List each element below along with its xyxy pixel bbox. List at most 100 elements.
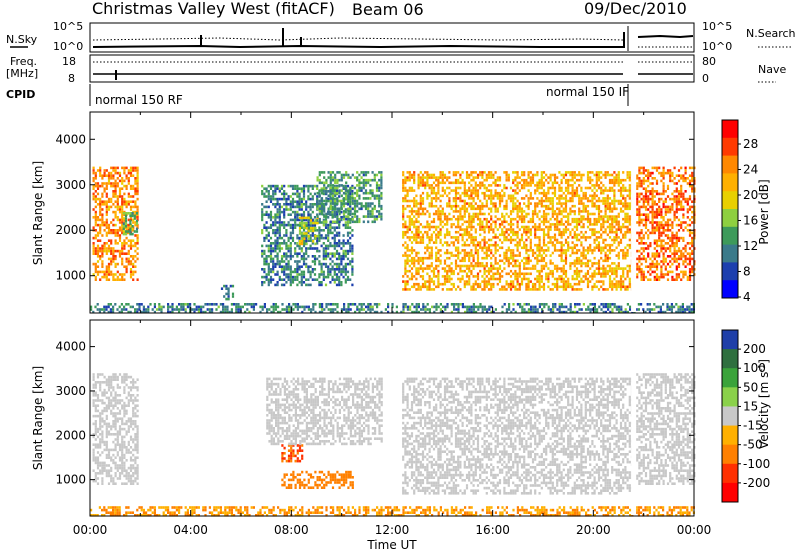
data-cell <box>457 181 460 185</box>
data-cell <box>373 194 376 198</box>
data-cell <box>101 247 104 250</box>
data-cell <box>127 182 130 185</box>
data-cell <box>564 228 568 231</box>
data-cell <box>644 205 648 209</box>
data-cell <box>516 243 519 247</box>
data-cell <box>617 178 620 182</box>
data-cell <box>505 288 508 291</box>
data-cell <box>474 181 477 185</box>
data-cell <box>303 216 306 220</box>
data-cell <box>611 269 614 273</box>
data-cell <box>589 181 592 185</box>
data-cell <box>402 280 405 283</box>
data-cell <box>342 234 345 237</box>
data-cell <box>490 191 493 195</box>
data-cell <box>523 202 526 205</box>
data-cell <box>606 233 609 237</box>
data-cell <box>556 264 559 268</box>
data-cell <box>514 272 517 276</box>
data-cell <box>575 220 579 224</box>
data-cell <box>540 275 543 278</box>
data-cell <box>305 283 308 287</box>
data-cell <box>615 207 618 211</box>
data-cell <box>671 221 674 224</box>
data-cell <box>549 186 552 190</box>
data-cell <box>322 275 325 279</box>
data-cell <box>103 275 106 279</box>
data-cell <box>267 231 270 235</box>
data-cell <box>567 212 570 216</box>
data-cell <box>647 270 650 274</box>
data-cell <box>428 212 431 216</box>
data-cell <box>608 215 612 218</box>
data-cell <box>562 272 565 276</box>
data-cell <box>426 272 429 276</box>
data-cell <box>514 184 517 187</box>
data-cell <box>124 212 128 215</box>
data-cell <box>450 288 453 291</box>
data-cell <box>624 285 627 289</box>
data-cell <box>301 242 304 246</box>
data-cell <box>318 281 321 284</box>
data-cell <box>606 288 609 291</box>
data-cell <box>509 199 513 203</box>
data-cell <box>443 275 447 278</box>
data-cell <box>575 194 579 198</box>
data-cell <box>404 280 407 283</box>
data-cell <box>323 220 326 224</box>
data-cell <box>636 192 639 196</box>
data-cell <box>534 230 537 234</box>
data-cell <box>296 273 299 276</box>
data-cell <box>658 244 661 248</box>
data-cell <box>558 228 561 231</box>
data-cell <box>375 215 379 218</box>
data-cell <box>121 203 124 206</box>
data-cell <box>529 176 532 179</box>
data-cell <box>452 204 455 208</box>
data-cell <box>313 255 317 258</box>
data-cell <box>441 212 444 216</box>
data-cell <box>644 179 648 183</box>
data-cell <box>132 187 135 190</box>
data-cell <box>518 207 521 211</box>
data-cell <box>428 202 431 205</box>
data-cell <box>107 171 111 175</box>
data-cell <box>302 275 306 279</box>
data-cell <box>336 210 339 213</box>
data-cell <box>439 210 442 213</box>
data-cell <box>564 254 568 257</box>
data-cell <box>617 285 620 289</box>
data-cell <box>457 251 460 255</box>
data-cell <box>272 195 275 198</box>
data-cell <box>514 238 517 242</box>
data-cell <box>415 254 418 257</box>
data-cell <box>651 205 654 209</box>
data-cell <box>529 238 532 242</box>
data-cell <box>454 210 458 213</box>
data-cell <box>278 190 281 193</box>
data-cell <box>94 234 97 237</box>
data-cell <box>335 268 339 271</box>
data-cell <box>597 215 601 218</box>
data-cell <box>318 231 321 235</box>
data-cell <box>472 288 475 291</box>
data-cell <box>571 176 574 179</box>
data-cell <box>454 238 458 242</box>
data-cell <box>327 268 330 271</box>
data-cell <box>479 243 482 247</box>
data-cell <box>318 220 321 224</box>
data-cell <box>329 268 332 271</box>
data-cell <box>527 171 530 174</box>
data-cell <box>666 278 670 281</box>
data-cell <box>651 226 654 229</box>
data-cell <box>437 197 440 200</box>
data-cell <box>529 249 532 252</box>
data-cell <box>564 238 568 242</box>
data-cell <box>127 200 130 203</box>
data-cell <box>291 223 295 227</box>
data-cell <box>320 270 323 274</box>
data-cell <box>349 176 352 179</box>
data-cell <box>573 264 576 268</box>
data-cell <box>322 257 325 261</box>
data-cell <box>604 202 607 205</box>
